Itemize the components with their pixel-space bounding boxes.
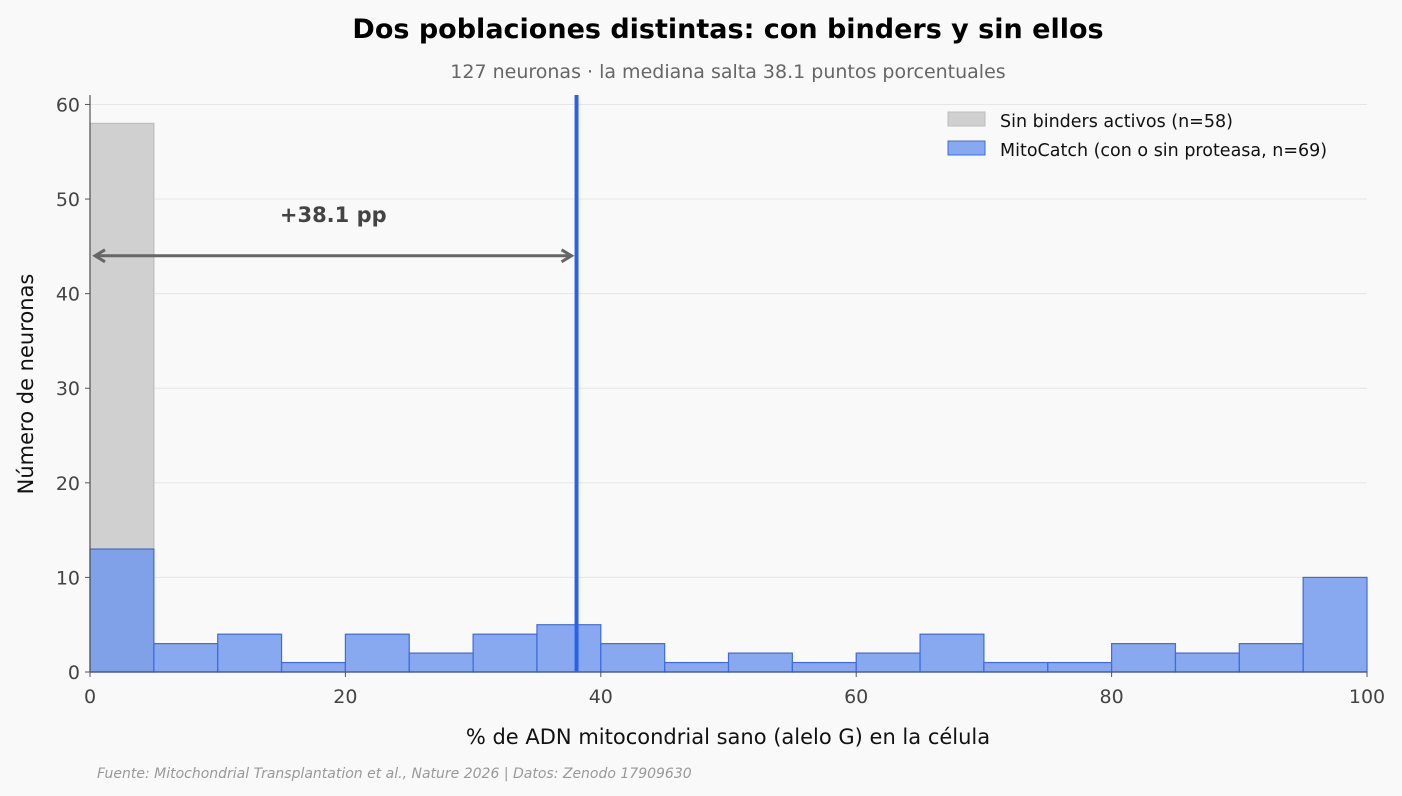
y-tick-label-30: 30 (56, 378, 80, 400)
histogram-bars (89, 122, 1368, 673)
bar-series1-bin-65 (919, 633, 985, 673)
y-tick-labels: 0 10 20 30 40 50 60 (56, 94, 80, 684)
x-axis-label: % de ADN mitocondrial sano (alelo G) en … (466, 725, 990, 749)
bar-series1-bin-5 (153, 643, 219, 673)
arrow-head-left (92, 248, 106, 264)
bar-series1-bin-20 (344, 633, 410, 673)
x-tick-label-40: 40 (589, 686, 613, 708)
bar-series1-bin-60 (855, 652, 921, 673)
y-tick-label-10: 10 (56, 567, 80, 589)
y-axis-label: Número de neuronas (14, 274, 38, 495)
y-tick-label-50: 50 (56, 189, 80, 211)
bar-series1-bin-0 (89, 548, 155, 673)
bar-series1-bin-75 (1047, 661, 1113, 673)
median-shift-label: +38.1 pp (280, 203, 387, 227)
y-tick-label-0: 0 (68, 662, 80, 684)
legend-swatch-sin-binders (947, 111, 986, 127)
bar-series1-bin-10 (217, 633, 283, 673)
x-tick-label-20: 20 (333, 686, 357, 708)
bar-series1-bin-15 (280, 661, 346, 673)
legend-label-sin-binders: Sin binders activos (n=58) (1000, 112, 1233, 132)
bar-series1-bin-25 (408, 652, 474, 673)
x-tick-label-60: 60 (844, 686, 868, 708)
x-tick-label-0: 0 (84, 686, 96, 708)
bar-series1-bin-95 (1302, 576, 1368, 673)
x-tick-label-80: 80 (1100, 686, 1124, 708)
chart-subtitle: 127 neuronas · la mediana salta 38.1 pun… (450, 61, 1005, 83)
bar-series1-bin-90 (1238, 643, 1304, 673)
bar-series1-bin-55 (791, 661, 857, 673)
x-tick-label-100: 100 (1349, 686, 1385, 708)
bar-series1-bin-40 (600, 643, 666, 673)
chart-title: Dos poblaciones distintas: con binders y… (352, 14, 1103, 45)
bar-series1-bin-50 (727, 652, 793, 673)
y-tick-label-40: 40 (56, 284, 80, 306)
x-tick-labels: 0 20 40 60 80 100 (84, 686, 1385, 708)
legend-swatch-mitocatch (947, 140, 986, 156)
y-tick-label-60: 60 (56, 94, 80, 116)
bar-series1-bin-35 (536, 624, 602, 673)
bar-series1-bin-70 (983, 661, 1049, 673)
y-tick-label-20: 20 (56, 473, 80, 495)
bar-series1-bin-85 (1174, 652, 1240, 673)
bar-series1-bin-30 (472, 633, 538, 673)
axes (85, 95, 1368, 677)
median-shift-annotation: +38.1 pp (92, 203, 575, 264)
source-note: Fuente: Mitochondrial Transplantation et… (97, 766, 692, 782)
legend: Sin binders activos (n=58) MitoCatch (co… (947, 111, 1327, 161)
arrow-head-right (560, 248, 575, 264)
bar-series1-bin-80 (1110, 643, 1177, 673)
bar-series1-bin-45 (664, 661, 730, 673)
legend-label-mitocatch: MitoCatch (con o sin proteasa, n=69) (1000, 141, 1327, 161)
gridlines (90, 103, 1367, 578)
